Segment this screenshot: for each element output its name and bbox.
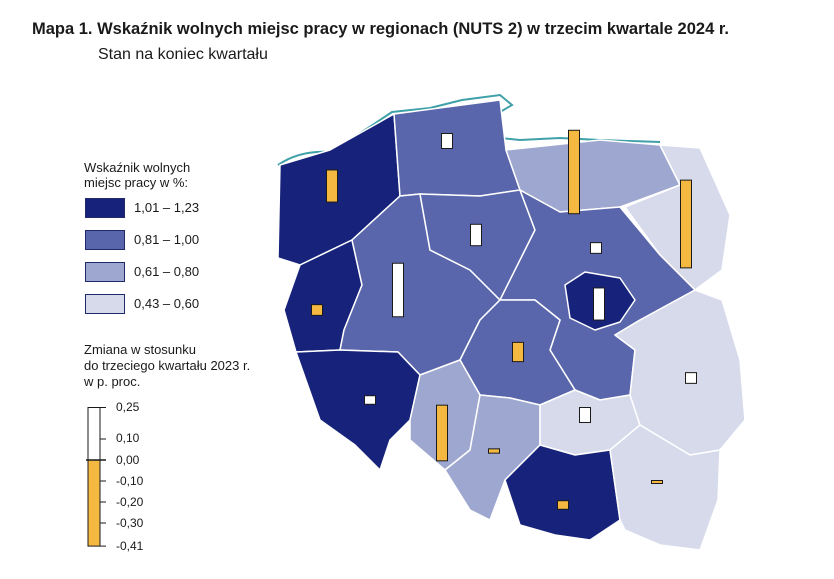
legend-swatch (85, 230, 125, 250)
legend-swatch (85, 262, 125, 282)
change-bar (436, 404, 448, 462)
region-malopolskie[interactable] (504, 444, 621, 541)
legend-label: 0,81 – 1,00 (134, 232, 200, 247)
change-bar (512, 341, 524, 363)
change-bar (590, 242, 602, 254)
scale-label-minus-0-10: -0,10 (116, 474, 144, 488)
region-pomorskie[interactable] (393, 99, 521, 197)
change-bar (311, 304, 323, 316)
change-bar (364, 395, 376, 405)
region-slaskie[interactable] (444, 394, 541, 521)
legend-label: 0,43 – 0,60 (134, 296, 200, 311)
change-title-line3: w p. proc. (84, 374, 141, 389)
scale-label-0-25: 0,25 (116, 400, 140, 414)
change-bar (593, 287, 605, 321)
change-bar (685, 372, 697, 384)
change-bar (579, 407, 591, 423)
change-bar (392, 262, 404, 318)
legend-swatch (85, 198, 125, 218)
legend-title-line1: Wskaźnik wolnych (84, 160, 191, 175)
scale-negative-segment (87, 459, 101, 547)
change-bar (470, 223, 482, 247)
change-bar (557, 500, 569, 510)
legend-label: 0,61 – 0,80 (134, 264, 200, 279)
legend-label: 1,01 – 1,23 (134, 200, 200, 215)
region-dolnoslaskie[interactable] (295, 349, 421, 471)
change-title-line1: Zmiana w stosunku (84, 342, 196, 357)
change-bar (326, 169, 338, 203)
regions-layer (277, 99, 746, 551)
change-bar (441, 133, 453, 149)
change-title-line2: do trzeciego kwartału 2023 r. (84, 358, 251, 373)
change-bar (651, 480, 663, 484)
scale-label-0-00: 0,00 (116, 453, 140, 467)
region-podkarpackie[interactable] (609, 424, 721, 551)
change-bars-layer (311, 129, 697, 510)
map-subtitle: Stan na koniec kwartału (98, 46, 268, 63)
scale-label-minus-0-41: -0,41 (116, 539, 144, 553)
legend-scale (86, 407, 106, 547)
scale-positive-segment (87, 407, 101, 461)
map-title: Mapa 1. Wskaźnik wolnych miejsc pracy w … (32, 20, 729, 38)
legend-title-line2: miejsc pracy w %: (84, 175, 189, 190)
change-bar (568, 129, 580, 215)
scale-label-minus-0-30: -0,30 (116, 516, 144, 530)
scale-label-minus-0-20: -0,20 (116, 495, 144, 509)
change-bar (488, 448, 500, 454)
change-bar (680, 179, 692, 269)
legend-swatch (85, 294, 125, 314)
scale-label-0-10: 0,10 (116, 431, 140, 445)
